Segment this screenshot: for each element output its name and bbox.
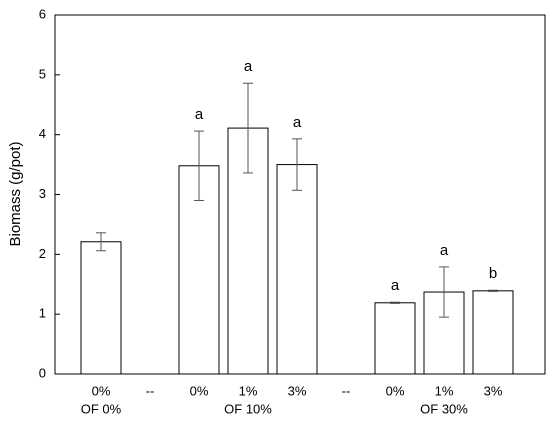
y-tick-label: 5: [39, 66, 46, 81]
error-bar: [194, 130, 204, 201]
x-tick-label: --: [146, 383, 155, 398]
y-tick-label: 2: [39, 246, 46, 261]
x-tick-label: 1%: [239, 383, 258, 398]
value-label: b: [489, 265, 497, 282]
value-label: a: [391, 277, 400, 294]
x-tick-label: 3%: [288, 383, 307, 398]
x-tick-label: 0%: [190, 383, 209, 398]
y-tick-label: 3: [39, 186, 46, 201]
bar: [80, 241, 122, 375]
group-label: OF 30%: [420, 401, 468, 416]
bar: [227, 127, 269, 375]
error-bar: [292, 138, 302, 191]
x-tick-label: 0%: [386, 383, 405, 398]
x-tick-label: --: [342, 383, 351, 398]
y-tick-label: 1: [39, 306, 46, 321]
group-label: OF 0%: [81, 401, 122, 416]
error-bar: [243, 82, 253, 174]
value-label: a: [244, 58, 253, 75]
x-tick-label: 0%: [92, 383, 111, 398]
bar: [374, 302, 416, 375]
value-label: a: [440, 242, 449, 259]
error-bar: [488, 289, 498, 292]
x-tick-label: 1%: [435, 383, 454, 398]
y-axis-label: Biomass (g/pot): [7, 141, 24, 246]
bar: [276, 164, 318, 375]
y-tick-label: 4: [39, 126, 46, 141]
value-label: a: [195, 106, 204, 123]
y-tick-label: 6: [39, 6, 46, 21]
group-label: OF 10%: [224, 401, 272, 416]
value-label: a: [293, 114, 302, 131]
error-bar: [96, 232, 106, 252]
error-bar: [439, 266, 449, 318]
error-bar: [390, 301, 400, 304]
x-tick-label: 3%: [484, 383, 503, 398]
y-tick-label: 0: [39, 365, 46, 380]
bar: [472, 290, 514, 375]
